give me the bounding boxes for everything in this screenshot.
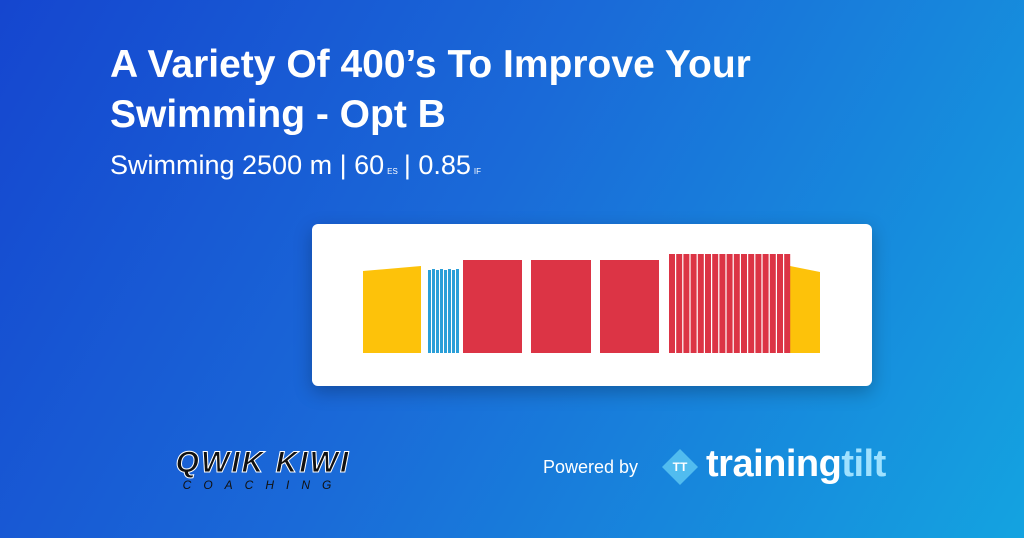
sprint-block bbox=[683, 254, 690, 353]
brand-icon-text: TT bbox=[672, 460, 688, 474]
drill-block bbox=[440, 269, 443, 353]
sprint-block bbox=[697, 254, 704, 353]
drill-block bbox=[436, 270, 439, 353]
warmup-block bbox=[363, 266, 421, 353]
interval-block bbox=[600, 260, 659, 353]
brand-icon-shape bbox=[662, 449, 698, 485]
es-unit: ES bbox=[387, 167, 398, 176]
sprint-block bbox=[690, 254, 697, 353]
subtitle: Swimming 2500 m | 60 ES | 0.85 IF bbox=[110, 150, 487, 181]
drill-block bbox=[428, 270, 431, 353]
sprint-block bbox=[784, 254, 791, 353]
workout-card bbox=[312, 224, 872, 386]
sprint-block bbox=[769, 254, 776, 353]
drill-block bbox=[456, 269, 459, 353]
sprint-block bbox=[762, 254, 769, 353]
drill-block bbox=[432, 269, 435, 353]
sprint-block bbox=[712, 254, 719, 353]
brand-logo: trainingtilt bbox=[706, 443, 886, 486]
sprint-block bbox=[741, 254, 747, 353]
brand-icon: TT bbox=[661, 448, 699, 486]
sprint-block bbox=[669, 254, 675, 353]
drill-block bbox=[444, 270, 447, 353]
drill-block bbox=[452, 270, 455, 353]
sprint-block bbox=[719, 254, 726, 353]
interval-block bbox=[463, 260, 522, 353]
sprint-block bbox=[676, 254, 683, 353]
title: A Variety Of 400’s To Improve Your Swimm… bbox=[110, 43, 751, 136]
interval-block bbox=[531, 260, 591, 353]
workout-profile bbox=[363, 254, 820, 353]
drill-block bbox=[448, 269, 451, 353]
coach-tagline: COACHING bbox=[182, 478, 344, 492]
brand-accent: tilt bbox=[841, 443, 886, 485]
sprint-block bbox=[733, 254, 740, 353]
sprint-block bbox=[748, 254, 755, 353]
brand-main: training bbox=[706, 443, 842, 485]
subtitle-rest: | 0.85 bbox=[403, 150, 471, 180]
subtitle-main: Swimming 2500 m | 60 bbox=[110, 150, 385, 180]
if-unit: IF bbox=[473, 167, 481, 176]
coach-logo-text: QWIK KIWI bbox=[175, 446, 351, 479]
coach-logo: QWIK KIWI COACHING bbox=[128, 446, 398, 492]
sprint-block bbox=[726, 254, 733, 353]
cooldown-block bbox=[790, 266, 820, 353]
sprint-block bbox=[777, 254, 783, 353]
powered-by: Powered by bbox=[543, 457, 639, 477]
sprint-block bbox=[755, 254, 762, 353]
sprint-block bbox=[705, 254, 711, 353]
